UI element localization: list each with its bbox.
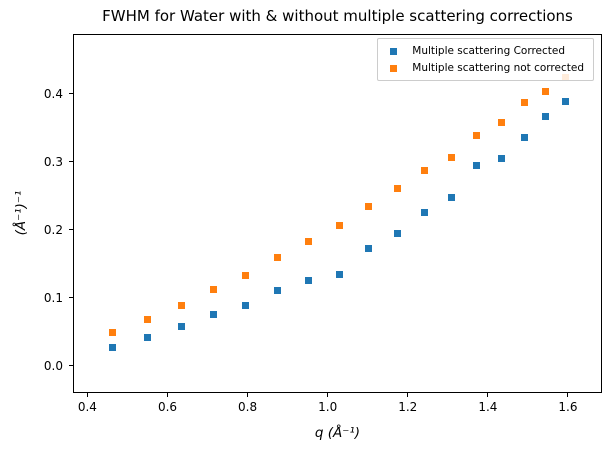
plot-area bbox=[73, 34, 602, 393]
data-point-not-corrected bbox=[473, 132, 481, 140]
x-tick bbox=[247, 393, 249, 397]
legend-label-not-corrected: Multiple scattering not corrected bbox=[412, 62, 584, 74]
x-tick bbox=[407, 393, 409, 397]
y-tick bbox=[69, 229, 73, 231]
data-point-not-corrected bbox=[273, 253, 281, 261]
data-point-corrected bbox=[273, 286, 281, 294]
data-point-corrected bbox=[498, 154, 506, 162]
data-point-not-corrected bbox=[448, 153, 456, 161]
data-point-corrected bbox=[542, 112, 550, 120]
legend: Multiple scattering Corrected Multiple s… bbox=[377, 38, 594, 81]
data-point-corrected bbox=[562, 98, 570, 106]
y-tick bbox=[69, 161, 73, 163]
data-point-not-corrected bbox=[335, 221, 343, 229]
data-point-corrected bbox=[210, 311, 218, 319]
data-point-corrected bbox=[421, 209, 429, 217]
data-point-corrected bbox=[393, 230, 401, 238]
data-point-corrected bbox=[304, 277, 312, 285]
data-point-corrected bbox=[177, 322, 185, 330]
legend-label-corrected: Multiple scattering Corrected bbox=[412, 45, 566, 57]
x-tick bbox=[167, 393, 168, 397]
data-point-not-corrected bbox=[542, 87, 550, 95]
x-tick bbox=[487, 393, 489, 397]
y-tick-label: 0.3 bbox=[43, 154, 63, 169]
data-point-not-corrected bbox=[109, 328, 117, 336]
data-point-not-corrected bbox=[498, 118, 506, 126]
legend-handle bbox=[385, 64, 401, 72]
x-tick-label: 0.4 bbox=[77, 400, 97, 414]
y-tick-label: 0.0 bbox=[43, 358, 63, 373]
x-axis-label: q (Å⁻¹) bbox=[314, 425, 361, 441]
data-point-corrected bbox=[521, 133, 529, 141]
x-tick-label: 0.6 bbox=[157, 400, 178, 414]
x-tick bbox=[327, 393, 329, 397]
chart-title: FWHM for Water with & without multiple s… bbox=[102, 7, 573, 25]
y-tick-label: 0.4 bbox=[43, 86, 63, 101]
x-tick bbox=[86, 393, 88, 397]
y-tick-label: 0.2 bbox=[43, 222, 63, 237]
data-point-not-corrected bbox=[365, 203, 373, 211]
square-marker-icon bbox=[389, 47, 397, 55]
data-point-corrected bbox=[448, 194, 456, 202]
data-point-not-corrected bbox=[521, 99, 529, 107]
data-point-not-corrected bbox=[177, 302, 185, 310]
x-tick bbox=[567, 393, 569, 397]
x-tick-label: 1.6 bbox=[558, 400, 578, 414]
data-point-not-corrected bbox=[304, 237, 312, 245]
legend-entry-corrected: Multiple scattering Corrected bbox=[385, 44, 584, 58]
y-axis-label: (Å⁻¹)⁻¹ bbox=[13, 190, 29, 236]
x-tick-label: 1.4 bbox=[478, 400, 498, 414]
x-tick-label: 1.2 bbox=[398, 400, 418, 414]
square-marker-icon bbox=[389, 64, 397, 72]
y-tick bbox=[69, 93, 73, 95]
data-point-not-corrected bbox=[242, 271, 250, 279]
data-point-corrected bbox=[335, 270, 343, 278]
data-point-corrected bbox=[473, 162, 481, 170]
x-tick-label: 1.0 bbox=[318, 400, 338, 414]
y-tick bbox=[69, 297, 73, 299]
y-tick bbox=[69, 365, 73, 367]
data-point-corrected bbox=[365, 244, 373, 252]
data-point-not-corrected bbox=[210, 286, 218, 294]
x-tick-label: 0.8 bbox=[238, 400, 258, 414]
legend-entry-not-corrected: Multiple scattering not corrected bbox=[385, 61, 584, 75]
data-point-not-corrected bbox=[421, 167, 429, 175]
data-point-not-corrected bbox=[393, 184, 401, 192]
data-point-not-corrected bbox=[143, 316, 151, 324]
data-point-corrected bbox=[242, 302, 250, 310]
data-point-corrected bbox=[109, 343, 117, 351]
data-point-corrected bbox=[143, 333, 151, 341]
y-tick-label: 0.1 bbox=[43, 290, 63, 305]
legend-handle bbox=[385, 47, 401, 55]
